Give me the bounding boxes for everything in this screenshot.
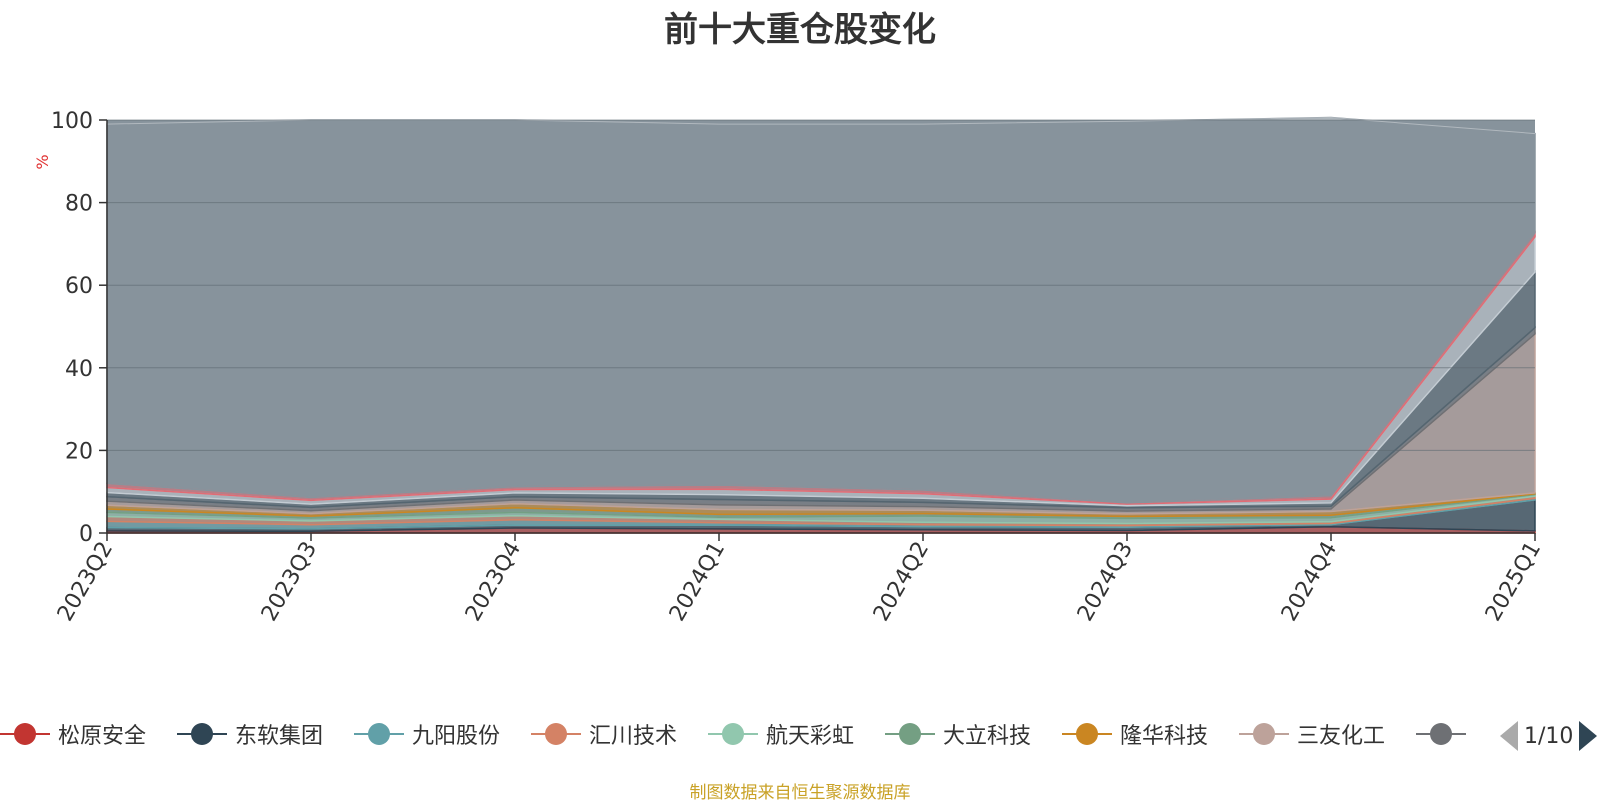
chart-area: 0 20 40 60 80 100% 2023Q2 2023Q3 2023Q4 2024Q1 202…	[33, 109, 1546, 626]
legend-marker-icon	[1062, 716, 1112, 752]
legend-item[interactable]: 航天彩虹	[708, 716, 854, 752]
legend-page-indicator: 1/10	[1524, 723, 1574, 749]
legend-marker-icon	[531, 716, 581, 752]
legend-label: 松原安全	[58, 724, 147, 749]
legend-item[interactable]: 汇川技术	[531, 716, 677, 752]
legend-label: 汇川技术	[589, 724, 678, 749]
y-tick-label: 0	[79, 522, 93, 547]
x-tick-label: 2024Q3	[1073, 538, 1138, 626]
legend-pager: 1/10	[1500, 718, 1598, 754]
y-tick-label: 40	[65, 357, 93, 382]
y-axis-label: %	[33, 154, 52, 169]
legend-item[interactable]: 三友化工	[1239, 716, 1385, 752]
x-tick-label: 2024Q2	[869, 538, 934, 626]
x-tick-label: 2024Q1	[665, 538, 730, 626]
legend-marker-icon	[177, 716, 227, 752]
legend-label: 九阳股份	[412, 724, 501, 749]
legend-label: 航天彩虹	[766, 724, 855, 749]
legend-dot	[1430, 723, 1452, 745]
area-series-12	[106, 116, 1536, 504]
legend-next-page-icon[interactable]	[1579, 721, 1598, 751]
legend-marker-icon	[0, 716, 50, 752]
legend-dot	[1253, 723, 1275, 745]
legend-item[interactable]	[1416, 716, 1474, 752]
legend-marker-icon	[708, 716, 758, 752]
chart-title: 前十大重仓股变化	[664, 10, 936, 50]
y-tick-label: 20	[65, 439, 93, 464]
legend-dot	[899, 723, 921, 745]
y-tick-label: 80	[65, 192, 93, 217]
legend-label: 东软集团	[235, 724, 324, 749]
legend-item[interactable]: 九阳股份	[354, 716, 500, 752]
x-tick-label: 2023Q2	[53, 538, 118, 626]
legend-dot	[545, 723, 567, 745]
x-tick-label: 2023Q3	[257, 538, 322, 626]
legend-marker-icon	[354, 716, 404, 752]
y-tick-label: 60	[65, 274, 93, 299]
x-tick-label: 2023Q4	[461, 538, 526, 626]
legend-item[interactable]: 东软集团	[177, 716, 323, 752]
legend-dot	[191, 723, 213, 745]
legend-dot	[1076, 723, 1098, 745]
legend-dot	[722, 723, 744, 745]
legend-marker-icon	[885, 716, 935, 752]
legend-label: 三友化工	[1297, 724, 1386, 749]
legend-prev-page-icon[interactable]	[1500, 721, 1518, 751]
x-tick-label: 2024Q4	[1277, 538, 1342, 626]
legend-item[interactable]: 大立科技	[885, 716, 1031, 752]
source-note: 制图数据来自恒生聚源数据库	[689, 783, 911, 803]
legend-dot	[14, 723, 36, 745]
legend-label: 隆华科技	[1120, 724, 1209, 749]
y-tick-label: 100	[51, 109, 93, 134]
legend-dot	[368, 723, 390, 745]
legend-item[interactable]: 松原安全	[0, 716, 146, 752]
legend-marker-icon	[1239, 716, 1289, 752]
legend-marker-icon	[1416, 716, 1466, 752]
legend-label: 大立科技	[943, 724, 1032, 749]
legend-item[interactable]: 隆华科技	[1062, 716, 1208, 752]
legend: 松原安全 东软集团 九阳股份 汇川技术 航天彩虹 大立科技 隆华科技 三友化工	[0, 716, 1480, 752]
x-tick-label: 2025Q1	[1481, 538, 1546, 626]
